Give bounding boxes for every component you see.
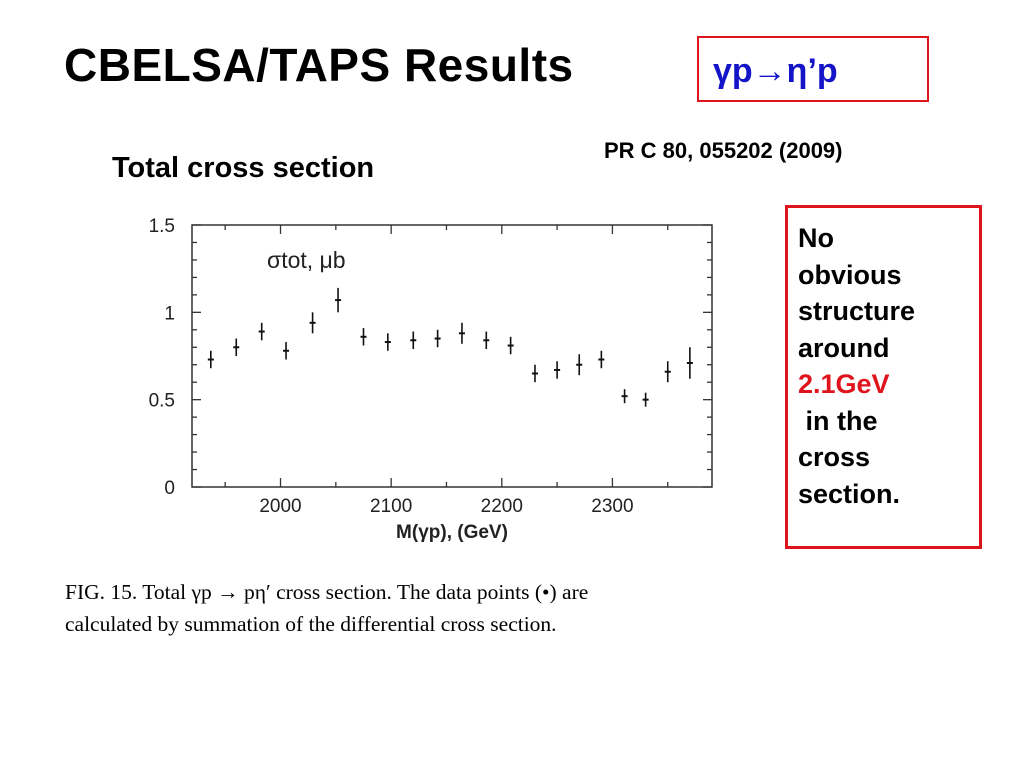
x-tick-label: 2300 [591,496,633,517]
note-line: structure [798,296,916,326]
y-tick-label: 0 [164,478,175,499]
y-tick-label: 0.5 [149,391,175,412]
figure-caption: FIG. 15. Total γp → pη′ cross section. T… [65,576,805,640]
note-line: cross [798,442,871,472]
axis-ticks: 2000 2100 2200 2300 0 0.5 1 1.5 [149,216,712,517]
note-line: in the [798,405,878,436]
caption-line: calculated by summation of the different… [65,612,557,636]
note-line: section. [798,478,901,509]
note-line: obvious [798,259,902,290]
x-axis-label: M(γp), (GeV) [396,522,508,543]
reference-citation: PR C 80, 055202 (2009) [604,138,843,163]
plot-frame [191,224,713,488]
note-line: No [798,223,834,253]
reaction-box: γp→η’p [697,36,929,102]
note-highlight: 2.1GeV [798,369,890,399]
reaction-label: γp→η’p [713,52,838,90]
caption-line: FIG. 15. Total γp → pη′ cross section. T… [65,580,589,604]
x-tick-label: 2100 [370,496,412,517]
chart-subtitle: Total cross section [112,152,375,184]
x-tick-label: 2000 [259,496,301,517]
note-box: No obvious structure around 2.1GeV in th… [785,205,982,549]
note-line: around [798,332,890,363]
data-points [207,287,693,407]
slide-title: CBELSA/TAPS Results [64,39,574,91]
chart-inner-label: σtot, μb [267,247,346,273]
x-tick-label: 2200 [481,496,523,517]
y-tick-label: 1.5 [149,216,175,237]
cross-section-chart: σtot, μb M(γp), (GeV) 2000 2100 2200 2300 0 0… [149,216,713,543]
y-tick-label: 1 [164,303,175,324]
